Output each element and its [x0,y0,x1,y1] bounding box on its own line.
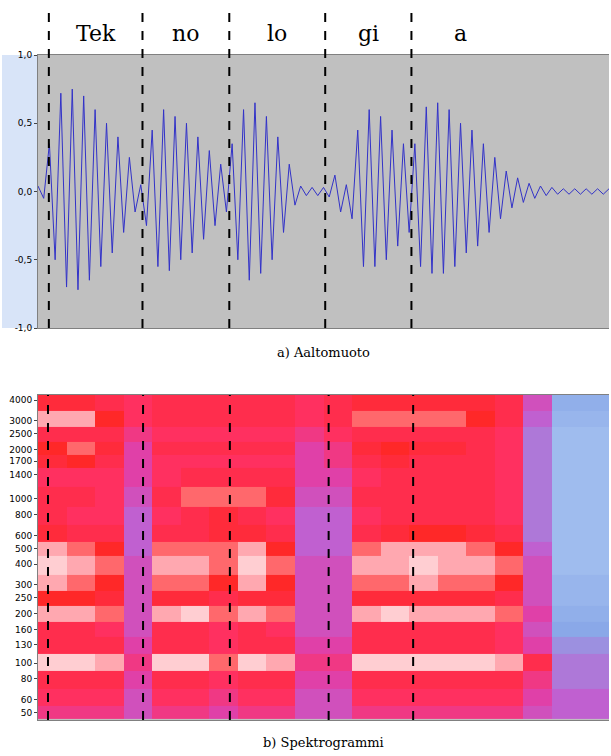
svg-text:3000: 3000 [9,416,32,426]
svg-text:a) Aaltomuoto: a) Aaltomuoto [277,345,370,360]
svg-text:-1,0: -1,0 [15,323,33,333]
svg-text:b) Spektrogrammi: b) Spektrogrammi [263,735,384,750]
svg-text:2500: 2500 [9,429,32,439]
svg-text:250: 250 [15,593,32,603]
svg-text:60: 60 [21,695,33,705]
svg-text:130: 130 [15,640,32,650]
svg-text:500: 500 [15,544,32,554]
svg-text:50: 50 [21,708,33,718]
svg-text:1,0: 1,0 [18,50,33,60]
svg-text:Tek: Tek [76,21,116,46]
svg-text:no: no [172,21,199,46]
svg-text:1000: 1000 [9,494,32,504]
svg-text:200: 200 [15,609,32,619]
svg-text:80: 80 [21,674,33,684]
svg-text:lo: lo [267,21,287,46]
svg-text:0,0: 0,0 [18,187,33,197]
svg-text:2000: 2000 [9,445,32,455]
svg-text:100: 100 [15,658,32,668]
svg-text:0,5: 0,5 [18,118,32,128]
svg-text:a: a [454,21,467,46]
svg-text:gi: gi [358,21,379,46]
svg-text:400: 400 [15,559,32,569]
svg-text:-0,5: -0,5 [15,255,33,265]
svg-text:1400: 1400 [9,470,32,480]
svg-text:160: 160 [15,625,32,635]
svg-text:4000: 4000 [9,395,32,405]
svg-text:800: 800 [15,510,32,520]
svg-text:1700: 1700 [9,456,32,466]
svg-text:600: 600 [15,531,32,541]
svg-text:300: 300 [15,580,32,590]
